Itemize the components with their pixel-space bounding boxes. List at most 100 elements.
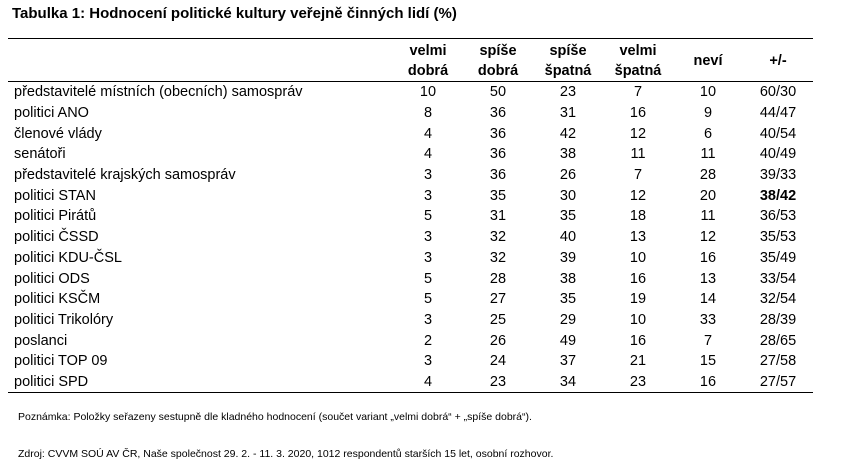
table-cell: 31 bbox=[489, 208, 507, 225]
row-label: politici ANO bbox=[14, 105, 89, 122]
table-cell: 4 bbox=[423, 146, 433, 163]
table-cell: 50 bbox=[489, 84, 507, 101]
table-cell: 28/39 bbox=[759, 311, 797, 328]
table-cell: 3 bbox=[423, 187, 433, 204]
table-cell: 3 bbox=[423, 353, 433, 370]
table-cell: 34 bbox=[559, 373, 577, 390]
table-cell: 15 bbox=[699, 353, 717, 370]
table-cell: 35 bbox=[489, 187, 507, 204]
table-cell: 28 bbox=[489, 270, 507, 287]
table-cell: 39/33 bbox=[759, 167, 797, 184]
table-cell: 16 bbox=[699, 373, 717, 390]
table-cell: 21 bbox=[629, 353, 647, 370]
table-cell: 7 bbox=[633, 167, 643, 184]
table-cell: 38 bbox=[559, 146, 577, 163]
table-row: představitelé krajských samospráv 3 36 26 7 2… bbox=[8, 165, 813, 186]
table-cell: 60/30 bbox=[759, 84, 797, 101]
header-velmi-spatna: velmi špatná bbox=[614, 42, 662, 79]
table-cell: 32 bbox=[489, 229, 507, 246]
table-cell: 33/54 bbox=[759, 270, 797, 287]
row-label: politici SPD bbox=[14, 373, 89, 390]
table-cell: 2 bbox=[423, 332, 433, 349]
table-cell: 10 bbox=[699, 84, 717, 101]
table-cell: 28/65 bbox=[759, 332, 797, 349]
table-cell: 7 bbox=[633, 84, 643, 101]
table-cell: 19 bbox=[629, 291, 647, 308]
table-cell: 9 bbox=[703, 105, 713, 122]
table-cell: 26 bbox=[559, 167, 577, 184]
table-row: politici ANO 8 36 31 16 9 44/47 bbox=[8, 103, 813, 124]
table-cell: 11 bbox=[700, 146, 716, 163]
table-row: politici ODS 5 28 38 16 13 33/54 bbox=[8, 268, 813, 289]
table-cell: 23 bbox=[489, 373, 507, 390]
table-cell: 10 bbox=[419, 84, 437, 101]
table-cell: 32/54 bbox=[759, 291, 797, 308]
table-row: politici ČSSD 3 32 40 13 12 35/53 bbox=[8, 227, 813, 248]
table-cell: 13 bbox=[629, 229, 647, 246]
table-note: Poznámka: Položky seřazeny sestupně dle … bbox=[18, 411, 532, 423]
table-cell: 35 bbox=[559, 291, 577, 308]
table-cell: 8 bbox=[423, 105, 433, 122]
table-cell: 35 bbox=[559, 208, 577, 225]
table-row: představitelé místních (obecních) samosp… bbox=[8, 82, 813, 103]
table-row: politici Pirátů 5 31 35 18 11 36/53 bbox=[8, 206, 813, 227]
table-cell: 36 bbox=[489, 167, 507, 184]
table-cell: 36 bbox=[489, 105, 507, 122]
table-cell: 40 bbox=[559, 229, 577, 246]
table-cell: 36/53 bbox=[759, 208, 797, 225]
table-cell: 12 bbox=[699, 229, 717, 246]
table-cell: 30 bbox=[559, 187, 577, 204]
table-cell: 11 bbox=[630, 146, 646, 163]
table-cell: 12 bbox=[629, 187, 647, 204]
table-row: politici KDU-ČSL 3 32 39 10 16 35/49 bbox=[8, 248, 813, 269]
table-header-row: velmi dobrá spíše dobrá spíše špatná vel… bbox=[8, 38, 813, 82]
table-cell: 35/49 bbox=[759, 249, 797, 266]
table-row: politici SPD 4 23 34 23 16 27/57 bbox=[8, 372, 813, 393]
table-cell: 49 bbox=[559, 332, 577, 349]
header-spise-spatna: spíše špatná bbox=[544, 42, 592, 79]
table-cell: 33 bbox=[699, 311, 717, 328]
row-label: členové vlády bbox=[14, 125, 102, 142]
header-spise-dobra: spíše dobrá bbox=[477, 42, 519, 79]
header-nevi: neví bbox=[693, 52, 723, 69]
row-label: politici ČSSD bbox=[14, 229, 99, 246]
header-label-column bbox=[8, 39, 393, 82]
table-row: politici KSČM 5 27 35 19 14 32/54 bbox=[8, 289, 813, 310]
table-cell: 27/57 bbox=[759, 373, 797, 390]
table-cell: 5 bbox=[423, 208, 433, 225]
row-label: politici ODS bbox=[14, 270, 90, 287]
row-label: politici TOP 09 bbox=[14, 353, 108, 370]
header-plus-minus: +/- bbox=[769, 52, 787, 69]
row-label: senátoři bbox=[14, 146, 66, 163]
table-cell: 27 bbox=[489, 291, 507, 308]
table-cell: 24 bbox=[489, 353, 507, 370]
row-label: poslanci bbox=[14, 332, 68, 349]
table-cell: 38/42 bbox=[759, 187, 797, 204]
table-cell: 20 bbox=[699, 187, 717, 204]
table-row: poslanci 2 26 49 16 7 28/65 bbox=[8, 330, 813, 351]
table-cell: 10 bbox=[629, 249, 647, 266]
table-cell: 16 bbox=[629, 270, 647, 287]
table-cell: 11 bbox=[700, 208, 716, 225]
table-cell: 39 bbox=[559, 249, 577, 266]
table-cell: 25 bbox=[489, 311, 507, 328]
table-cell: 4 bbox=[423, 373, 433, 390]
table-cell: 3 bbox=[423, 311, 433, 328]
table-cell: 36 bbox=[489, 125, 507, 142]
table-cell: 16 bbox=[629, 332, 647, 349]
row-label: politici Pirátů bbox=[14, 208, 97, 225]
table-cell: 36 bbox=[489, 146, 507, 163]
table-title: Tabulka 1: Hodnocení politické kultury v… bbox=[12, 5, 457, 22]
table-row: politici STAN 3 35 30 12 20 38/42 bbox=[8, 185, 813, 206]
row-label: představitelé krajských samospráv bbox=[14, 167, 236, 184]
row-label: politici KSČM bbox=[14, 291, 101, 308]
table-cell: 14 bbox=[699, 291, 717, 308]
row-label: politici Trikolóry bbox=[14, 311, 114, 328]
table-cell: 18 bbox=[629, 208, 647, 225]
ratings-table: velmi dobrá spíše dobrá spíše špatná vel… bbox=[8, 38, 813, 393]
table-body: představitelé místních (obecních) samosp… bbox=[8, 82, 813, 393]
table-cell: 38 bbox=[559, 270, 577, 287]
table-source: Zdroj: CVVM SOÚ AV ČR, Naše společnost 2… bbox=[18, 448, 554, 460]
row-label: politici STAN bbox=[14, 187, 96, 204]
table-cell: 40/49 bbox=[759, 146, 797, 163]
